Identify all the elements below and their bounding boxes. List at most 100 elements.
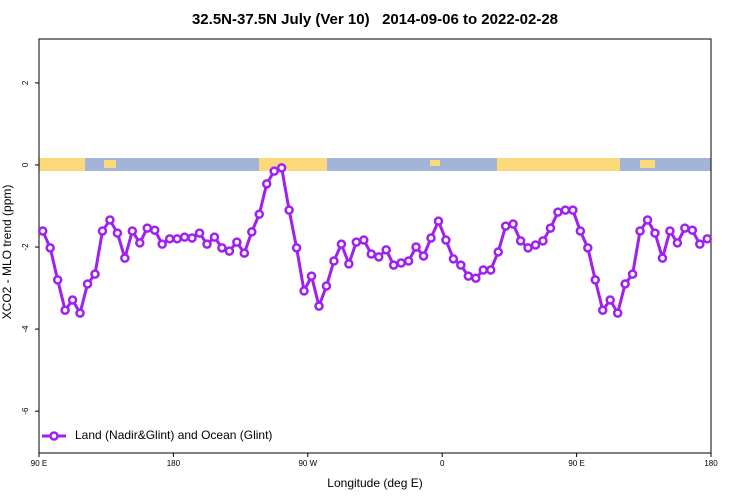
point: [336, 239, 347, 249]
x-tick-label: 180: [167, 459, 181, 468]
y-tick-label: -6: [21, 407, 30, 415]
point: [142, 223, 153, 233]
y-tick-label: 0: [21, 162, 30, 167]
point: [194, 228, 205, 238]
point: [500, 221, 511, 231]
point: [202, 239, 212, 249]
point: [508, 219, 518, 229]
point: [403, 256, 414, 266]
x-tick-label: 90 W: [298, 459, 317, 468]
x-tick-label: 180: [704, 459, 718, 468]
point: [650, 228, 660, 238]
point: [657, 253, 668, 263]
point: [381, 245, 391, 255]
point: [411, 242, 421, 252]
point: [82, 279, 93, 289]
point: [538, 236, 548, 246]
point: [291, 243, 302, 253]
point: [620, 279, 630, 289]
point: [172, 234, 182, 244]
point: [97, 226, 108, 236]
point: [478, 265, 489, 275]
point: [239, 248, 250, 258]
point: [45, 243, 55, 253]
point: [485, 265, 496, 275]
point: [672, 238, 683, 248]
point: [493, 247, 503, 257]
point: [232, 237, 242, 247]
point: [687, 225, 698, 235]
point: [105, 215, 115, 225]
point: [590, 275, 601, 285]
point: [523, 243, 533, 253]
point: [426, 233, 436, 243]
point: [471, 273, 481, 283]
point: [560, 205, 571, 215]
point: [37, 226, 48, 236]
point: [164, 234, 175, 244]
point: [568, 205, 578, 215]
y-tick-label: -4: [21, 325, 30, 333]
point: [209, 232, 220, 242]
point: [217, 243, 227, 253]
point: [418, 251, 429, 261]
point: [553, 207, 563, 217]
point: [90, 269, 100, 279]
x-tick-label: 90 E: [568, 459, 584, 468]
land-ocean-strip: [39, 158, 711, 171]
point: [612, 308, 623, 318]
x-axis-label: Longitude (deg E): [327, 476, 422, 490]
point: [329, 256, 339, 266]
x-tick-label: 90 E: [31, 459, 47, 468]
point: [635, 226, 645, 236]
point: [366, 249, 377, 259]
point: [396, 258, 406, 268]
legend-marker: [49, 431, 59, 441]
point: [545, 223, 556, 233]
point: [299, 286, 309, 296]
point: [388, 260, 399, 270]
point: [605, 295, 615, 305]
point: [247, 227, 257, 237]
point: [597, 305, 608, 315]
point: [575, 226, 586, 236]
point: [344, 259, 354, 269]
point: [75, 308, 85, 318]
point: [224, 246, 235, 256]
point: [583, 243, 593, 253]
point: [254, 209, 265, 219]
point: [448, 254, 459, 264]
legend-label: Land (Nadir&Glint) and Ocean (Glint): [75, 428, 272, 442]
y-tick-label: -2: [21, 243, 30, 251]
point: [665, 226, 675, 236]
y-tick-label: 2: [21, 80, 30, 85]
point: [433, 216, 444, 226]
point: [463, 271, 474, 281]
point: [359, 235, 369, 245]
point: [261, 179, 272, 189]
point: [314, 301, 324, 311]
point: [67, 295, 78, 305]
point: [321, 281, 332, 291]
point: [515, 236, 526, 246]
point: [680, 223, 690, 233]
chart-title: 32.5N-37.5N July (Ver 10) 2014-09-06 to …: [192, 11, 558, 28]
point: [373, 252, 384, 262]
point: [627, 269, 638, 279]
point: [441, 235, 451, 245]
point: [187, 233, 197, 243]
point: [269, 166, 279, 176]
point: [276, 163, 287, 173]
point: [179, 232, 190, 242]
point: [149, 225, 160, 235]
point: [120, 253, 130, 263]
x-tick-label: 0: [440, 459, 445, 468]
point: [306, 271, 317, 281]
point: [456, 260, 466, 270]
point: [702, 234, 713, 244]
point: [112, 228, 123, 238]
point: [530, 240, 541, 250]
point: [284, 205, 294, 215]
y-axis-label: XCO2 - MLO trend (ppm): [0, 185, 14, 320]
